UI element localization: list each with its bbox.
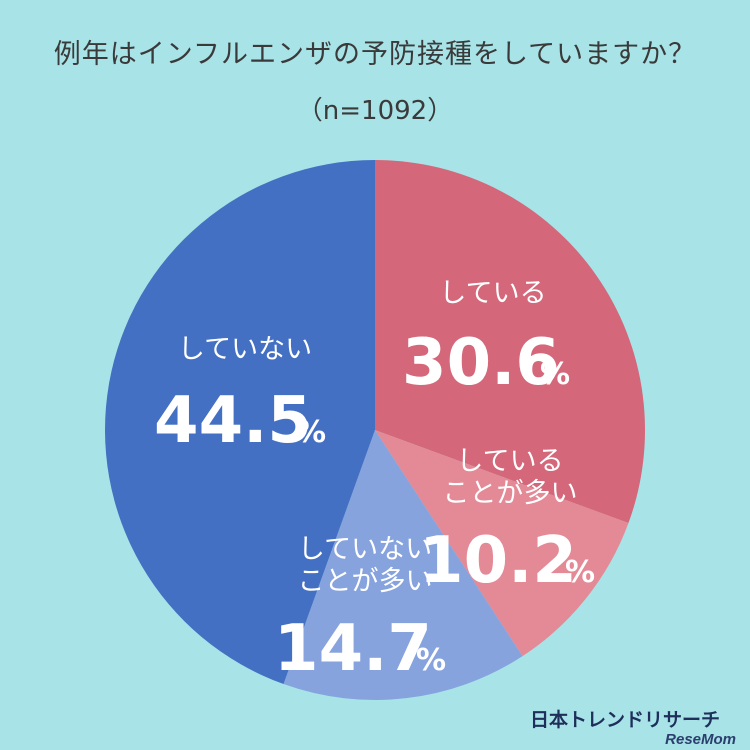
slice-percent-sign: % (540, 357, 570, 392)
slice-label: している (456, 446, 563, 477)
slice-label-group: していない 44.5% (154, 334, 326, 458)
slice-value: 10.2 (419, 524, 577, 598)
slice-value: 44.5 (154, 384, 312, 458)
pie-slice (375, 160, 646, 524)
slice-percent-sign: % (296, 415, 326, 450)
slice-percent-sign: % (565, 555, 595, 590)
slice-label-group: している 30.6% (402, 278, 570, 400)
brand-logo: 日本トレンドリサーチ (529, 710, 720, 731)
slice-label: していない (298, 534, 432, 565)
source-watermark: ReseMom (665, 731, 736, 748)
slice-percent-sign: % (416, 643, 446, 678)
slice-label: していない (178, 334, 312, 365)
slice-label: ことが多い (443, 478, 578, 509)
chart-subtitle: （n=1092） (296, 96, 454, 126)
chart-title: 例年はインフルエンザの予防接種をしていますか？ (53, 39, 697, 70)
pie-slice (105, 160, 375, 685)
slice-label: ことが多い (298, 566, 433, 597)
slice-value: 14.7 (274, 612, 432, 686)
slice-value: 30.6 (402, 326, 560, 400)
pie-slice (375, 430, 629, 657)
pie-slice (283, 430, 523, 700)
slice-label: している (439, 278, 546, 309)
